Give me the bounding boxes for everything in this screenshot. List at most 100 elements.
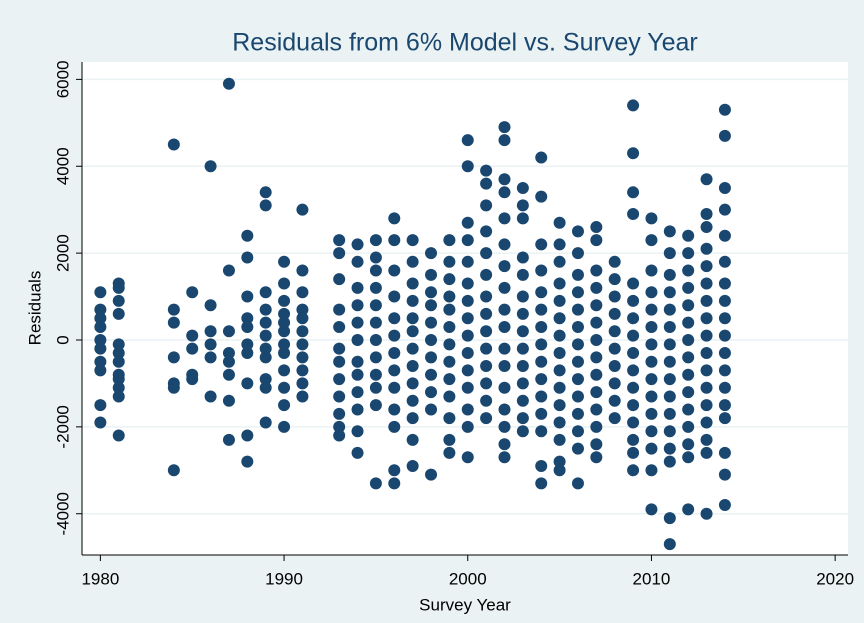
point [351, 386, 364, 399]
point [351, 333, 364, 346]
point [700, 277, 713, 290]
point [700, 446, 713, 459]
point [351, 316, 364, 329]
point [700, 381, 713, 394]
point [627, 147, 640, 160]
point [608, 325, 621, 338]
point [682, 281, 695, 294]
point [627, 433, 640, 446]
point [333, 303, 346, 316]
point [425, 386, 438, 399]
y-axis-label: Residuals [25, 271, 44, 346]
point [608, 290, 621, 303]
point [241, 338, 254, 351]
point [351, 425, 364, 438]
point [700, 399, 713, 412]
point [627, 416, 640, 429]
point [627, 381, 640, 394]
point [663, 442, 676, 455]
point [571, 373, 584, 386]
point [480, 325, 493, 338]
point [608, 307, 621, 320]
point [461, 364, 474, 377]
point [259, 186, 272, 199]
point [498, 381, 511, 394]
point [112, 307, 125, 320]
point [278, 364, 291, 377]
point [535, 238, 548, 251]
point [296, 364, 309, 377]
point [443, 446, 456, 459]
point [94, 342, 107, 355]
point [498, 281, 511, 294]
point [627, 329, 640, 342]
point [333, 420, 346, 433]
point [259, 329, 272, 342]
point [553, 399, 566, 412]
point [406, 312, 419, 325]
point [682, 316, 695, 329]
point [351, 299, 364, 312]
point [498, 420, 511, 433]
point [608, 394, 621, 407]
point [516, 342, 529, 355]
point [627, 312, 640, 325]
point [112, 294, 125, 307]
point [553, 364, 566, 377]
point [480, 268, 493, 281]
point [369, 399, 382, 412]
point [241, 290, 254, 303]
point [425, 351, 438, 364]
point [222, 355, 235, 368]
point [351, 355, 364, 368]
point [406, 255, 419, 268]
point [553, 433, 566, 446]
point [682, 333, 695, 346]
point [718, 399, 731, 412]
point [553, 238, 566, 251]
y-tick-label: -2000 [53, 405, 72, 448]
point [443, 338, 456, 351]
point [222, 394, 235, 407]
point [590, 420, 603, 433]
point [718, 255, 731, 268]
point [222, 77, 235, 90]
point [406, 377, 419, 390]
point [571, 268, 584, 281]
point [516, 251, 529, 264]
point [535, 320, 548, 333]
point [516, 290, 529, 303]
chart-title: Residuals from 6% Model vs. Survey Year [232, 29, 698, 57]
point [112, 381, 125, 394]
point [369, 281, 382, 294]
point [443, 273, 456, 286]
point [333, 355, 346, 368]
point [204, 351, 217, 364]
point [590, 264, 603, 277]
point [443, 255, 456, 268]
point [296, 312, 309, 325]
point [259, 342, 272, 355]
point [516, 425, 529, 438]
point [590, 386, 603, 399]
point [498, 260, 511, 273]
point [278, 338, 291, 351]
point [700, 364, 713, 377]
point [535, 286, 548, 299]
point [222, 264, 235, 277]
point [369, 368, 382, 381]
point [369, 381, 382, 394]
point [351, 368, 364, 381]
point [461, 234, 474, 247]
point [663, 373, 676, 386]
point [388, 477, 401, 490]
point [406, 325, 419, 338]
point [112, 390, 125, 403]
point [516, 377, 529, 390]
point [700, 260, 713, 273]
point [406, 394, 419, 407]
point [296, 351, 309, 364]
point [645, 212, 658, 225]
point [535, 338, 548, 351]
point [388, 347, 401, 360]
